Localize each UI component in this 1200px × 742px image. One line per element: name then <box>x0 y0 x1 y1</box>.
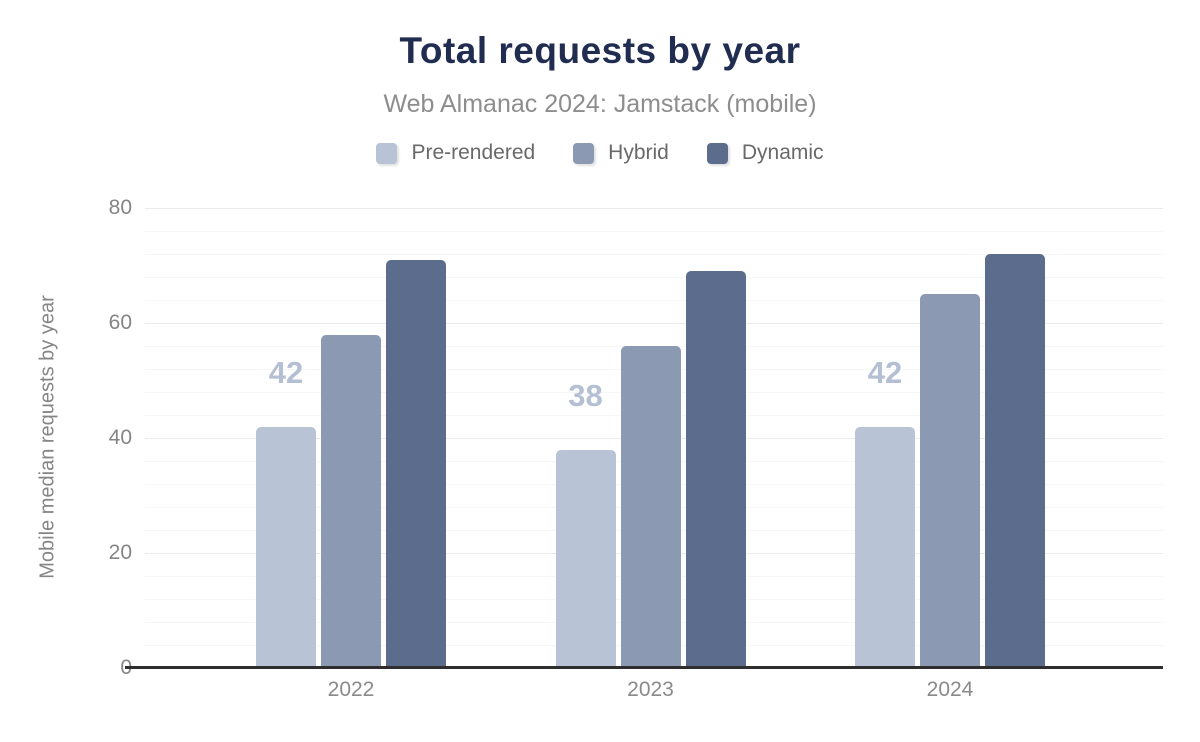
y-tick-label: 20 <box>108 541 132 564</box>
y-tick-label: 80 <box>108 196 132 219</box>
x-axis-label-2022: 2022 <box>327 678 375 701</box>
bar-value-label: 42 <box>268 354 304 390</box>
gridline <box>145 254 1163 255</box>
legend-swatch-icon <box>706 142 728 164</box>
gridline <box>145 323 1163 324</box>
legend-label: Hybrid <box>608 141 669 164</box>
x-axis-label-2023: 2023 <box>627 678 674 701</box>
bar-dynamic-2022[interactable] <box>386 259 446 668</box>
legend-swatch-icon <box>573 142 595 164</box>
gridline <box>145 231 1163 232</box>
x-axis-label-2024: 2024 <box>926 678 974 701</box>
bar-hybrid-2024[interactable] <box>920 294 980 668</box>
bar-value-label: 38 <box>568 377 603 413</box>
bar-value-label: 42 <box>867 354 903 390</box>
legend: Pre-rendered Hybrid Dynamic <box>0 141 1200 165</box>
legend-item-hybrid: Hybrid <box>573 141 669 165</box>
bar-pre-rendered-2022[interactable] <box>256 426 316 668</box>
legend-swatch-icon <box>376 142 398 164</box>
chart-title: Total requests by year <box>399 30 801 71</box>
gridline <box>145 300 1163 301</box>
bar-pre-rendered-2024[interactable] <box>855 426 915 668</box>
chart-subtitle: Web Almanac 2024: Jamstack (mobile) <box>383 90 817 118</box>
bar-hybrid-2022[interactable] <box>321 334 381 668</box>
y-tick-label: 60 <box>108 311 132 334</box>
bar-pre-rendered-2023[interactable] <box>555 449 616 668</box>
legend-label: Dynamic <box>741 141 824 164</box>
legend-label: Pre-rendered <box>411 141 536 164</box>
legend-item-pre-rendered: Pre-rendered <box>376 141 535 165</box>
gridline <box>145 277 1163 278</box>
x-axis-line <box>125 666 1163 669</box>
legend-item-dynamic: Dynamic <box>706 141 824 165</box>
bar-dynamic-2023[interactable] <box>685 271 746 668</box>
y-tick-label: 40 <box>108 426 132 449</box>
bar-hybrid-2023[interactable] <box>620 346 681 668</box>
gridline <box>145 208 1163 209</box>
bar-dynamic-2024[interactable] <box>985 254 1045 668</box>
y-tick-label: 0 <box>40 657 132 679</box>
